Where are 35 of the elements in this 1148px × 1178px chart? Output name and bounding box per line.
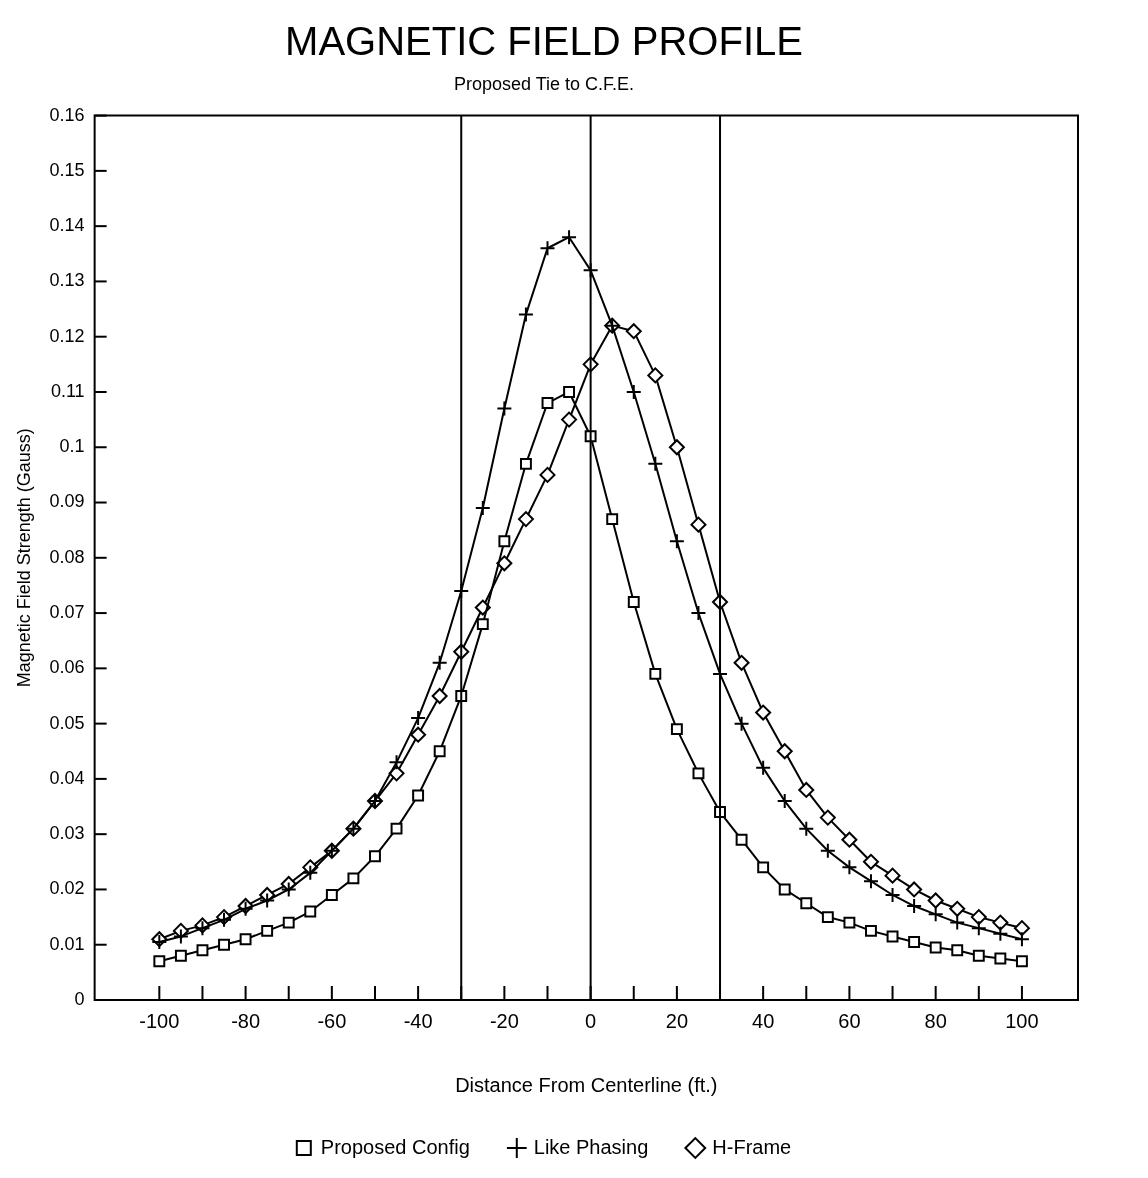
y-tick-label: 0.02	[49, 878, 85, 899]
chart-title: MAGNETIC FIELD PROFILE	[285, 19, 803, 64]
x-tick-label: 60	[838, 1009, 861, 1032]
y-tick-label: 0	[74, 988, 85, 1009]
x-tick-label: 80	[924, 1009, 947, 1032]
legend-label: H-Frame	[712, 1135, 792, 1158]
x-tick-label: -60	[317, 1009, 347, 1032]
legend-label: Like Phasing	[533, 1135, 649, 1158]
x-tick-label: -80	[231, 1009, 261, 1032]
x-tick-label: 40	[752, 1009, 775, 1032]
y-tick-label: 0.15	[49, 159, 85, 180]
x-axis-title: Distance From Centerline (ft.)	[455, 1073, 718, 1096]
y-axis-title: Magnetic Field Strength (Gauss)	[13, 428, 34, 688]
y-tick-label: 0.06	[49, 657, 85, 678]
y-tick-label: 0.14	[49, 215, 85, 236]
y-tick-label: 0.04	[49, 767, 85, 788]
y-tick-label: 0.07	[49, 602, 85, 623]
x-tick-label: 0	[585, 1009, 597, 1032]
y-tick-label: 0.09	[49, 491, 85, 512]
y-tick-label: 0.08	[49, 546, 85, 567]
y-tick-label: 0.16	[49, 104, 85, 125]
x-tick-label: -40	[403, 1009, 433, 1032]
x-tick-label: 20	[665, 1009, 689, 1032]
y-tick-label: 0.05	[49, 712, 85, 733]
y-tick-label: 0.03	[49, 823, 85, 844]
y-tick-label: 0.01	[49, 933, 85, 954]
x-tick-label: -20	[489, 1009, 519, 1032]
legend-label: Proposed Config	[320, 1135, 470, 1158]
y-tick-label: 0.13	[49, 270, 85, 291]
y-tick-label: 0.11	[50, 380, 85, 401]
x-tick-label: 100	[1005, 1009, 1039, 1032]
y-tick-label: 0.1	[59, 436, 85, 457]
y-tick-label: 0.12	[49, 325, 85, 346]
x-tick-label: -100	[139, 1009, 180, 1032]
chart-subtitle: Proposed Tie to C.F.E.	[453, 73, 635, 94]
